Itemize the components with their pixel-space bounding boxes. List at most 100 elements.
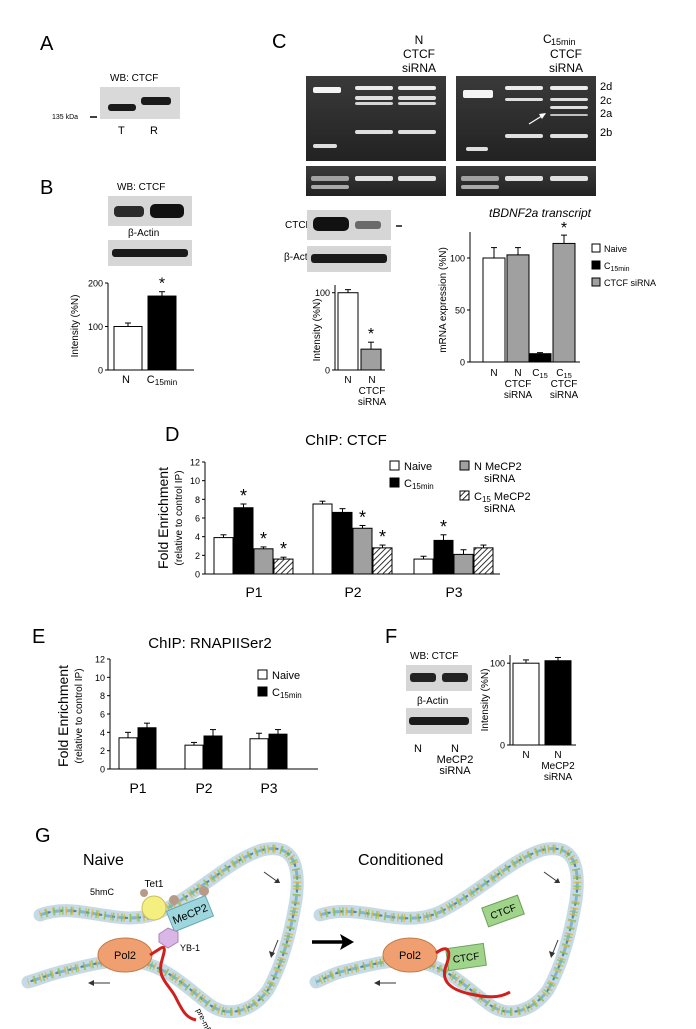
d-bar-1-3	[372, 547, 393, 575]
cm-bar-1	[506, 254, 530, 363]
d-ticklabel-5: 10	[190, 476, 200, 486]
c-legend-label-sub: 15min	[611, 266, 630, 273]
f-ticklabel-0: 0	[500, 741, 505, 751]
pre-mrna-cond	[435, 947, 511, 999]
svg-text:CTCF: CTCF	[403, 47, 435, 61]
naive-dna-strand-a	[27, 847, 299, 1014]
gel-r-ladder-1	[463, 90, 493, 98]
panel-e-letter: E	[32, 626, 45, 648]
b-xlabel-1-sub: 15min	[155, 378, 178, 387]
cw-ticklabel-1: 100	[315, 288, 330, 298]
e-bar-0-0	[118, 737, 138, 770]
panel-g: G Naive Conditioned Tet1 5hmC MeCP2 YB-1…	[21, 825, 584, 1029]
cw-xlabel-1-line-2: siRNA	[358, 397, 387, 408]
d-bar-1-2	[352, 527, 373, 575]
f-bar-1	[544, 660, 572, 746]
panel-e: E ChIP: RNAPIISer2 0 2 4 6 8 10 12 P1 P2 P3 Fold E…	[32, 626, 318, 796]
dna-loop-naive	[21, 842, 304, 1019]
f-bar-0	[512, 662, 540, 746]
naive-proteins: Tet1 5hmC MeCP2 YB-1 Pol2 pre-mRNA	[88, 879, 219, 1029]
panel-c-ctcf-band-si	[355, 221, 381, 229]
panel-c-gel-bands	[313, 86, 588, 151]
load-band-d	[461, 176, 499, 181]
c-legend-label-main: C	[604, 261, 611, 271]
panel-c-legend: Naive C15min CTCF siRNA	[591, 243, 656, 288]
panel-c-ctcf-label: CTCF	[285, 220, 312, 231]
d-legend-label-rest: MeCP2	[491, 491, 531, 503]
panel-c-arrow-head	[539, 113, 546, 119]
e-bar-0-1	[137, 727, 157, 770]
cond-dir-arrow-2-head	[549, 951, 555, 958]
c-legend-swatch-2	[591, 277, 601, 287]
cond-dna-base-pairs-y	[314, 844, 582, 1016]
d-ticklabel-2: 4	[195, 532, 200, 542]
gel-r0-2c	[505, 98, 543, 101]
svg-text:N: N	[415, 33, 424, 47]
d-legend-swatch-2	[459, 460, 470, 471]
cm-xlabel-3-0-sub: 15	[563, 371, 571, 380]
d-legend-label-3-1: siRNA	[484, 503, 516, 515]
e-ylabel: Fold Enrichment	[55, 665, 71, 767]
panel-f-letter: F	[385, 626, 397, 648]
gel-r1-2c2	[550, 106, 588, 109]
d-bar-2-3	[473, 547, 494, 575]
cw-sig: *	[368, 326, 374, 343]
gel-l0-2b	[355, 130, 393, 134]
cm-bar-0	[482, 257, 506, 363]
e-xlabel-2: P3	[260, 780, 277, 796]
panel-b-band-c15	[150, 204, 184, 218]
naive-dna-base-pairs-g	[26, 844, 302, 1016]
tet1-label: Tet1	[145, 879, 164, 890]
d-bar-1-0	[312, 503, 333, 575]
b-xlabel-1-main: C	[147, 374, 155, 386]
d-ticklabel-1: 2	[195, 551, 200, 561]
d-bar-2-2	[453, 553, 474, 575]
svg-text:C: C	[543, 32, 552, 46]
d-bar-2-0	[413, 558, 434, 575]
panel-b-actin-label: β-Actin	[128, 228, 159, 239]
e-xlabel-1: P2	[195, 780, 212, 796]
cw-bar-0	[337, 292, 359, 371]
cm-xlabel-3-1: CTCF	[551, 379, 578, 390]
panel-c-lane-c15-ctcf: C 15min CTCF siRNA	[543, 32, 583, 75]
d-legend-swatch-1	[389, 477, 400, 488]
gel-r0-2b	[505, 134, 543, 138]
cond-dir-arrow-1-head	[554, 878, 560, 883]
panel-a-band-t	[108, 104, 136, 111]
e-ticklabel-1: 2	[100, 746, 105, 756]
panel-b-band-n	[114, 206, 144, 217]
d-legend-label-sub: 15min	[412, 482, 434, 491]
panel-a-letter: A	[40, 33, 54, 55]
conditioned-proteins: CTCF CTCF Pol2	[374, 894, 525, 999]
e-ticklabel-5: 10	[95, 673, 105, 683]
panel-g-naive-title: Naive	[83, 852, 124, 869]
tet1-circle	[141, 895, 167, 921]
pre-mrna-naive	[149, 945, 197, 1022]
cw-ticklabel-0: 0	[325, 366, 330, 376]
5hmc-dot-2	[169, 895, 179, 905]
gel-l1-2d	[398, 86, 436, 90]
gel-r1-2d	[550, 86, 588, 90]
panel-c: C N N CTCF siRNA C15min C15min CTCF siRN…	[272, 31, 656, 408]
f-xlabel-0-line-0: N	[522, 750, 529, 761]
d-ticklabel-3: 6	[195, 514, 200, 524]
pol2-cond-label: Pol2	[399, 950, 421, 962]
load-band2-d	[461, 185, 499, 189]
panel-c-band-2a: 2a	[600, 108, 613, 120]
naive-dna-strand-b	[27, 847, 299, 1013]
d-bar-0-3	[273, 558, 294, 575]
d-xlabel-1: P2	[344, 584, 361, 600]
cw-xlabel-0-line-0: N	[344, 375, 351, 386]
e-xlabel-0: P1	[129, 780, 146, 796]
f-xlabel-1-line-1: MeCP2	[541, 761, 575, 772]
d-legend-label-sub: 15	[482, 495, 491, 504]
d-legend-label-2-1: siRNA	[484, 473, 516, 485]
e-legend-label-1: C15min	[272, 687, 302, 700]
c-legend-swatch-1	[591, 260, 601, 270]
panel-e-title: ChIP: RNAPIISer2	[148, 635, 271, 652]
panel-b-wb-label: WB: CTCF	[117, 182, 165, 193]
d-sig-0-3: *	[280, 539, 287, 559]
cm-sig: *	[561, 220, 567, 237]
transition-arrow	[312, 934, 354, 950]
